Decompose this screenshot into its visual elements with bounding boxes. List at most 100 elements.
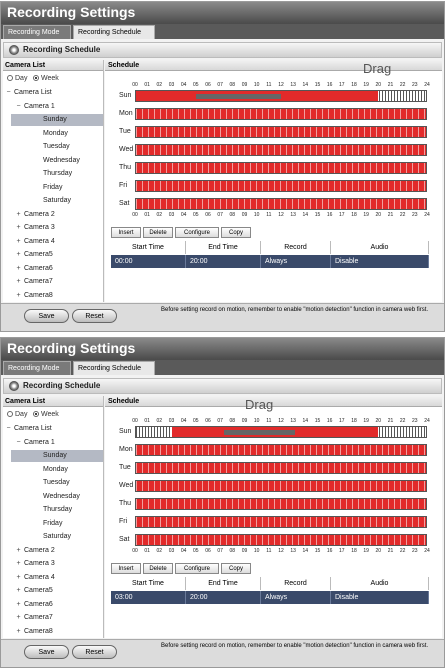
tree-item-day[interactable]: Wednesday <box>43 156 80 164</box>
schedule-bar-day[interactable] <box>135 180 427 192</box>
tree-item-camera[interactable]: + Camera5 <box>15 585 52 597</box>
schedule-bar-day[interactable] <box>135 534 427 546</box>
tree-item-camera[interactable]: + Camera6 <box>15 599 53 611</box>
schedule-bar-day[interactable] <box>135 198 427 210</box>
hour-tick-label: 09 <box>241 212 248 218</box>
delete-button[interactable]: Delete <box>143 563 173 574</box>
tree-item-camera[interactable]: + Camera 2 <box>15 209 54 221</box>
schedule-bar-sunday[interactable] <box>135 90 427 102</box>
schedule-bar-sunday[interactable] <box>135 426 427 438</box>
tree-item-day[interactable]: Friday <box>43 183 63 191</box>
tree-item-day[interactable]: Friday <box>43 519 63 527</box>
radio-icon <box>7 75 13 81</box>
tab-recording-schedule[interactable]: Recording Schedule <box>73 25 155 39</box>
tree-item-camera[interactable]: + Camera5 <box>15 249 52 261</box>
insert-button[interactable]: Insert <box>111 227 141 238</box>
hour-tick-label: 15 <box>314 418 321 424</box>
hour-tick-label: 05 <box>193 82 199 88</box>
configure-button[interactable]: Configure <box>175 227 219 238</box>
save-button[interactable]: Save <box>24 309 69 323</box>
hour-tick-label: 01 <box>144 212 150 218</box>
insert-button[interactable]: Insert <box>111 563 141 574</box>
expand-icon: + <box>16 251 21 258</box>
tree-item-camera[interactable]: + Camera8 <box>15 290 52 302</box>
tree-item-camera[interactable]: + Camera 3 <box>15 222 55 234</box>
hour-tick-label: 14 <box>302 418 309 424</box>
tab-recording-schedule[interactable]: Recording Schedule <box>73 361 155 375</box>
hour-tick-label: 12 <box>278 212 284 218</box>
tree-item-day[interactable]: Saturday <box>43 533 72 540</box>
hour-tick-label: 14 <box>302 212 309 218</box>
tree-item-day[interactable]: Tuesday <box>43 143 70 150</box>
radio-week[interactable]: Week <box>33 75 59 82</box>
tree-item-camera[interactable]: + Camera 3 <box>15 558 54 570</box>
tree-item-camera[interactable]: + Camera7 <box>15 276 52 288</box>
schedule-bar-day[interactable] <box>135 444 427 456</box>
hour-tick-label: 07 <box>217 82 223 88</box>
radio-day[interactable]: Day <box>7 75 27 82</box>
tree-item-camera[interactable]: + Camera7 <box>15 612 53 624</box>
tree-item-camera-1[interactable]: − Camera 1 <box>15 437 54 449</box>
schedule-bar-day[interactable] <box>135 144 427 156</box>
copy-button[interactable]: Copy <box>221 227 251 238</box>
hour-tick-label: 22 <box>399 82 406 88</box>
tab-recording-mode[interactable]: Recording Mode <box>3 25 71 39</box>
radio-day[interactable]: Day <box>7 411 27 418</box>
tree-item-camera-1[interactable]: − Camera 1 <box>15 101 54 113</box>
hour-tick-label: 20 <box>375 548 382 554</box>
reset-button[interactable]: Reset <box>72 309 117 323</box>
tree-item-label: Camera7 <box>24 614 53 621</box>
schedule-bar-day[interactable] <box>135 480 427 492</box>
schedule-bar-day[interactable] <box>135 462 427 474</box>
table-row[interactable]: 03:00 20:00 Always Disable <box>111 591 429 604</box>
tree-item-day[interactable]: Thursday <box>43 506 73 513</box>
tree-item-label: Camera6 <box>24 600 53 608</box>
hour-tick-label: 08 <box>229 212 236 218</box>
schedule-bar-day[interactable] <box>135 126 427 138</box>
footer: Save Reset Before setting record on moti… <box>1 303 444 331</box>
day-label: Thu <box>119 500 132 507</box>
motion-note: Before setting record on motion, remembe… <box>161 643 429 649</box>
hour-tick-label: 08 <box>229 548 236 554</box>
reset-button[interactable]: Reset <box>72 645 117 659</box>
tree-item-camera[interactable]: + Camera 4 <box>15 572 54 584</box>
tree-item-camera[interactable]: + Camera6 <box>15 263 53 275</box>
tree-item-day[interactable]: Monday <box>43 465 68 473</box>
hour-tick-label: 03 <box>168 418 175 424</box>
table-header: End Time <box>186 241 261 254</box>
tree-root[interactable]: − Camera List <box>5 87 51 99</box>
tree-item-day[interactable]: Wednesday <box>43 492 80 500</box>
tree-item-day[interactable]: Sunday <box>11 450 103 462</box>
radio-week[interactable]: Week <box>33 411 59 418</box>
delete-button[interactable]: Delete <box>143 227 173 238</box>
expand-icon: + <box>16 264 21 272</box>
configure-button[interactable]: Configure <box>175 563 219 574</box>
save-button[interactable]: Save <box>24 645 69 659</box>
schedule-bar-day[interactable] <box>135 516 427 528</box>
schedule-selection[interactable] <box>223 430 296 435</box>
tree-item-label: Camera6 <box>24 264 53 272</box>
schedule-bar-day[interactable] <box>135 498 427 510</box>
hour-tick-label: 12 <box>278 82 284 88</box>
tree-root[interactable]: − Camera List <box>5 423 51 435</box>
hour-tick-label: 18 <box>351 548 357 554</box>
table-row[interactable]: 00:00 20:00 Always Disable <box>111 255 429 268</box>
tree-item-label: Camera 3 <box>24 224 55 231</box>
tree-item-day[interactable]: Saturday <box>43 197 72 204</box>
tab-recording-mode[interactable]: Recording Mode <box>3 361 71 375</box>
tree-item-camera[interactable]: + Camera 2 <box>15 545 54 557</box>
hour-tick-label: 23 <box>412 418 418 424</box>
hour-tick-label: 02 <box>156 548 163 554</box>
tree-item-camera[interactable]: + Camera8 <box>15 626 52 638</box>
hour-tick-label: 11 <box>266 548 272 554</box>
tree-item-day[interactable]: Tuesday <box>43 479 70 486</box>
schedule-bar-day[interactable] <box>135 108 427 120</box>
hour-tick-label: 02 <box>156 82 163 88</box>
tree-item-day[interactable]: Sunday <box>11 114 103 126</box>
schedule-selection[interactable] <box>196 94 281 99</box>
tree-item-day[interactable]: Thursday <box>43 170 73 177</box>
tree-item-day[interactable]: Monday <box>43 129 68 137</box>
schedule-bar-day[interactable] <box>135 162 427 174</box>
tree-item-camera[interactable]: + Camera 4 <box>15 236 54 248</box>
copy-button[interactable]: Copy <box>221 563 251 574</box>
